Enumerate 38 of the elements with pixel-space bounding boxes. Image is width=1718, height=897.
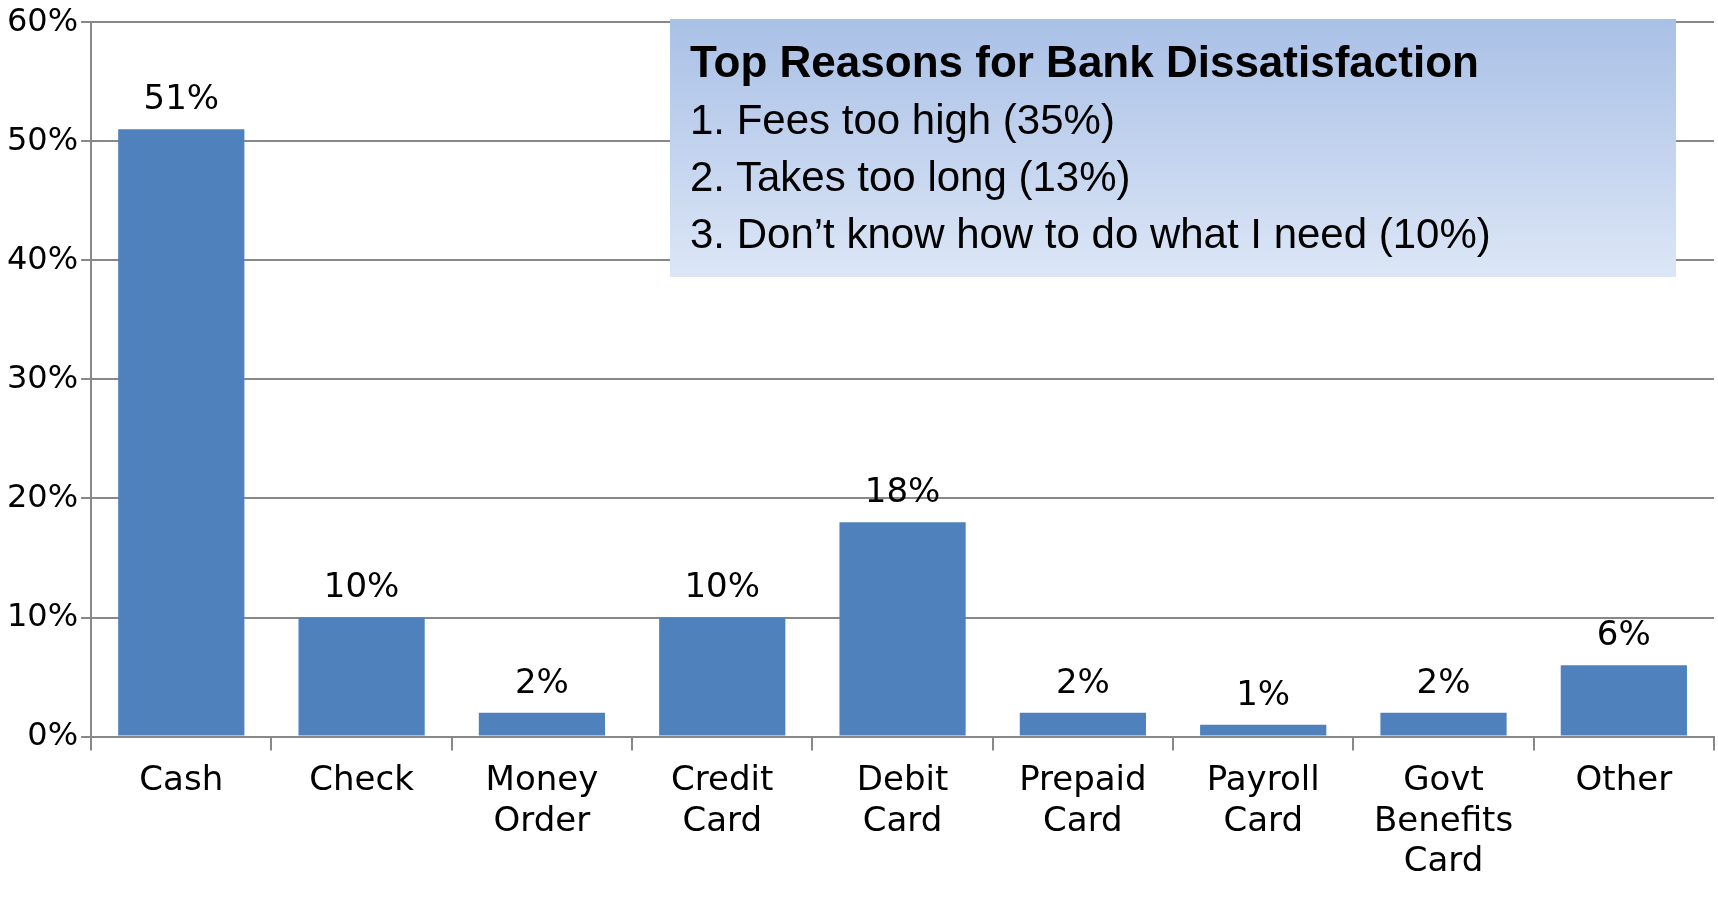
bar bbox=[118, 129, 245, 736]
annotation: Top Reasons for Bank Dissatisfaction bbox=[690, 36, 1480, 88]
x-tick-label: Credit Card bbox=[671, 757, 774, 839]
data-label: 2% bbox=[1055, 660, 1110, 701]
bar bbox=[1380, 712, 1507, 736]
annotation: 2. Takes too long (13%) bbox=[690, 152, 1132, 202]
data-label: 10% bbox=[323, 565, 400, 606]
x-tick-label: Check bbox=[309, 757, 415, 798]
y-tick-label: 10% bbox=[7, 595, 79, 634]
data-label: 51% bbox=[143, 77, 220, 118]
y-tick-label: 30% bbox=[7, 357, 79, 396]
y-tick-label: 0% bbox=[27, 714, 79, 753]
data-label: 6% bbox=[1596, 612, 1651, 653]
y-tick-label: 40% bbox=[7, 238, 79, 277]
annotation: 1. Fees too high (35%) bbox=[690, 95, 1116, 145]
x-tick-label: Payroll Card bbox=[1206, 757, 1320, 839]
bar bbox=[478, 712, 606, 736]
bar bbox=[659, 617, 786, 736]
x-tick-label: Debit Card bbox=[856, 757, 949, 839]
bar bbox=[1560, 665, 1687, 736]
bar bbox=[298, 617, 425, 736]
x-tick-label: Cash bbox=[139, 757, 224, 798]
x-tick-label: Other bbox=[1575, 757, 1673, 798]
data-label: 10% bbox=[684, 565, 761, 606]
x-tick-label: Govt Benefits Card bbox=[1373, 757, 1514, 880]
y-tick-label: 20% bbox=[7, 476, 79, 515]
data-label: 2% bbox=[1416, 660, 1471, 701]
y-tick-label: 50% bbox=[7, 119, 79, 158]
data-label: 2% bbox=[514, 660, 569, 701]
y-tick-label: 60% bbox=[7, 0, 79, 39]
data-label: 18% bbox=[864, 470, 941, 511]
bar bbox=[839, 522, 966, 736]
annotation: 3. Don’t know how to do what I need (10%) bbox=[690, 209, 1492, 259]
bar bbox=[1200, 724, 1327, 736]
x-tick-label: Prepaid Card bbox=[1019, 757, 1147, 839]
data-label: 1% bbox=[1236, 672, 1291, 713]
bar bbox=[1019, 712, 1146, 736]
x-tick-label: Money Order bbox=[485, 757, 599, 839]
